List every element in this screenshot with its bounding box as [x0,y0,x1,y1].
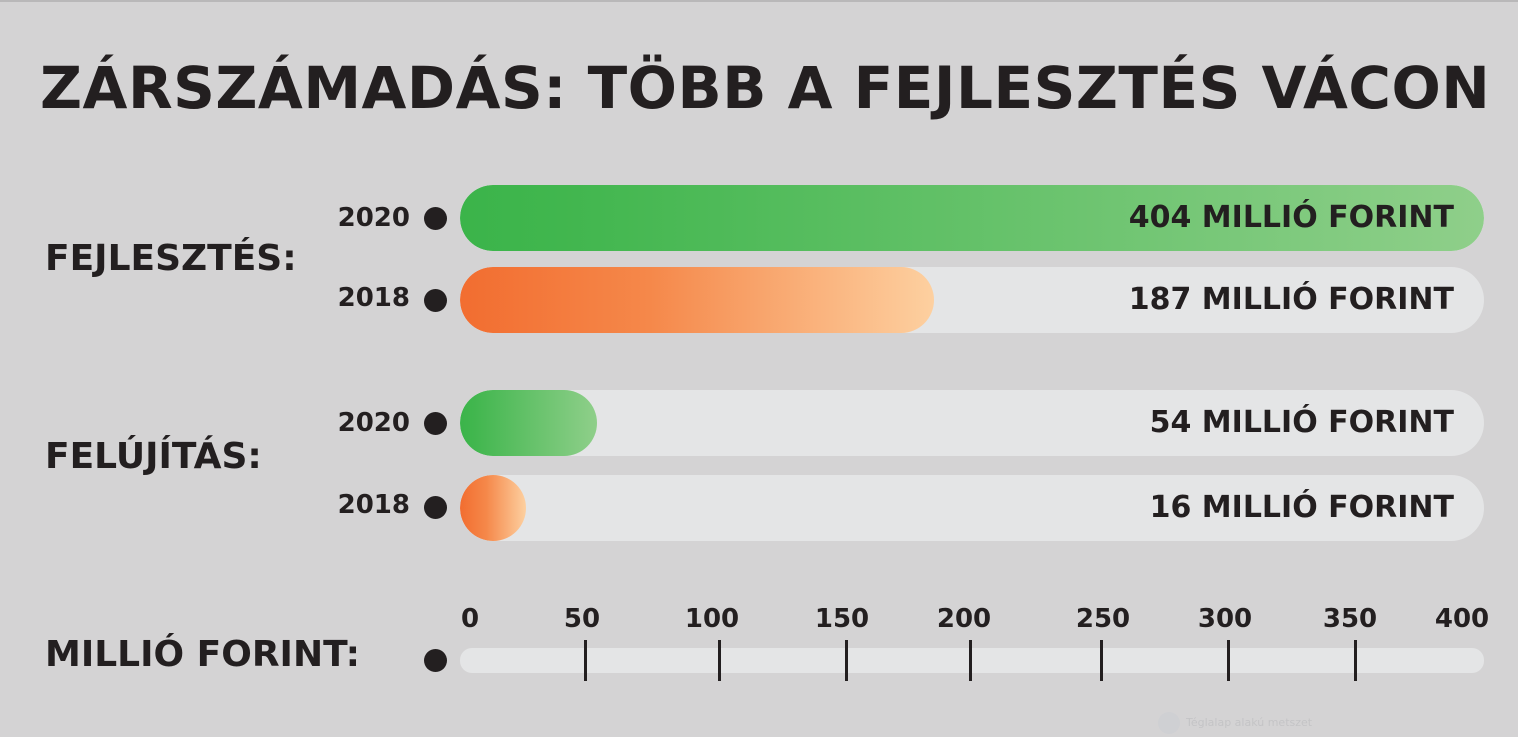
bullet-dot [424,649,447,672]
bar-value-label: 404 MILLIÓ FORINT [1128,200,1454,235]
watermark-text: Téglalap alakú metszet [1186,716,1313,729]
year-label: 2020 [337,203,410,233]
bar-track: 16 MILLIÓ FORINT [460,475,1484,541]
bar-fill [460,390,597,456]
tick-label: 200 [936,604,992,634]
tick-mark [1100,640,1103,681]
tick-label: 100 [684,604,740,634]
tick-mark [1354,640,1357,681]
tick-label: 250 [1075,604,1131,634]
bar-fill [460,267,934,333]
bullet-dot [424,412,447,435]
tick-mark [969,640,972,681]
year-label: 2018 [337,283,410,313]
group-label-felujitas: FELÚJÍTÁS: [45,436,262,477]
tick-label: 150 [814,604,870,634]
year-label: 2018 [337,490,410,520]
bullet-dot [424,207,447,230]
bullet-dot [424,496,447,519]
bar-value-label: 187 MILLIÓ FORINT [1128,282,1454,317]
tick-mark [718,640,721,681]
tick-mark [584,640,587,681]
tick-label: 300 [1197,604,1253,634]
bar-track: 187 MILLIÓ FORINT [460,267,1484,333]
group-label-fejlesztes: FEJLESZTÉS: [45,238,297,279]
tick-label: 400 [1434,604,1490,634]
bar-track: 54 MILLIÓ FORINT [460,390,1484,456]
bar-value-label: 16 MILLIÓ FORINT [1149,490,1454,525]
tick-mark [845,640,848,681]
year-label: 2020 [337,408,410,438]
tick-label: 350 [1322,604,1378,634]
shape-icon [1158,712,1180,734]
top-border [0,0,1518,2]
tick-label: 50 [563,604,601,634]
bar-value-label: 54 MILLIÓ FORINT [1149,405,1454,440]
axis-track [460,648,1484,673]
tick-mark [1227,640,1230,681]
watermark: Téglalap alakú metszet [1158,712,1312,734]
chart-title: ZÁRSZÁMADÁS: TÖBB A FEJLESZTÉS VÁCON [40,54,1491,122]
bar-fill [460,475,526,541]
bullet-dot [424,289,447,312]
bar-fill [460,185,1484,251]
axis-label: MILLIÓ FORINT: [45,634,361,675]
bar-track: 404 MILLIÓ FORINT [460,185,1484,251]
tick-label: 0 [460,604,480,634]
